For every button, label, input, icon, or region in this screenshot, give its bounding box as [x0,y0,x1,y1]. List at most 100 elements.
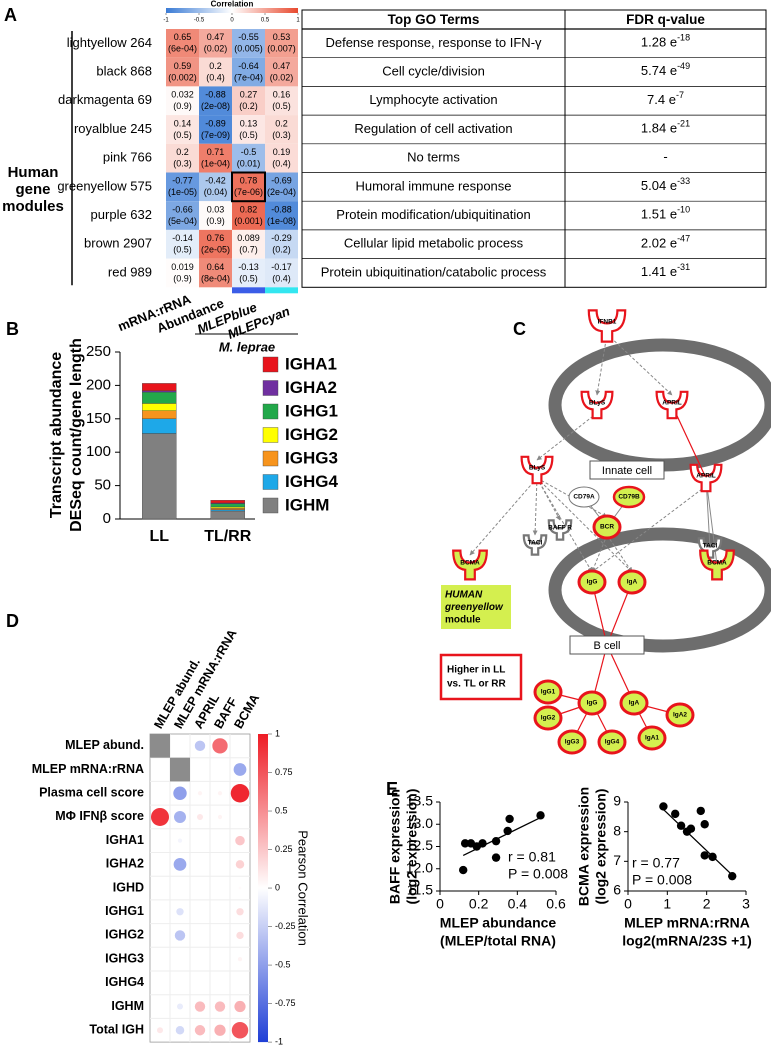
x-tick-label: 0 [624,896,632,912]
panel-label: B [6,319,19,339]
table-frame [301,9,767,288]
colorbar-tick-label: -1 [163,18,169,24]
cell-value: 0.14 [174,118,192,128]
legend-label: vs. TL or RR [447,679,506,690]
cell-p-value: (0.2) [272,245,291,255]
heatmap-cell [232,229,265,259]
cell-p-value: (0.7) [239,245,258,255]
edge [591,485,707,573]
receptor [547,519,573,541]
scatter-point [676,821,686,830]
go-term: No terms [407,150,460,165]
cell-p-value: (2e-05) [201,245,230,255]
heatmap-cell [232,258,265,288]
correlation-circle [177,838,183,843]
node-label: IgG4 [605,739,620,746]
cell-value: 0.47 [207,32,225,42]
correlation-circle [238,886,242,890]
edge [536,412,598,461]
correlation-circle [173,786,187,800]
correlation-circle [214,1001,226,1012]
node-label: IgG2 [541,715,556,722]
protein-node [617,569,647,595]
x-tick-label: LL [149,528,169,545]
cell-value: -0.5 [241,147,257,157]
q-value-exponent: -33 [677,176,690,186]
y-tick-label: 11.5 [407,882,433,898]
cell-value: 0.2 [209,61,222,71]
row-label: IGHG3 [105,951,144,965]
protein-node [592,514,622,540]
colorbar-tick-label: -0.5 [194,18,205,24]
cell-value: 0.2 [176,147,189,157]
cell-p-value: (0.5) [239,273,258,283]
scatter-point [503,826,512,836]
y-tick-label: 200 [86,376,111,393]
scatter-point [728,871,737,881]
panel-label: E [386,779,398,799]
cell-p-value: (5e-04) [168,216,197,226]
colorbar-tick-label: 0 [230,18,234,24]
cell-value: -0.64 [238,61,259,71]
correlation-circle [217,791,223,796]
cell-p-value: (0.005) [234,44,263,54]
bar-segment [210,509,245,512]
colorbar [166,8,298,13]
q-value-exponent: -7 [676,90,684,100]
masked-cell [170,757,190,782]
heatmap-cell [232,143,265,173]
x-tick-label: 0 [436,896,444,912]
cell-p-value: (7e-06) [234,187,263,197]
heatmap-cell [199,258,232,288]
q-value-base: 5.04 e [641,178,677,193]
panel-label: A [4,5,17,25]
row-label: Plasma cell score [39,786,144,800]
cell-p-value: (0.5) [173,130,192,140]
column-bar [232,287,265,294]
q-value-exponent: -21 [677,119,690,129]
cell-p-value: (0.02) [204,44,228,54]
row-label: IGHG2 [105,928,144,942]
correlation-circle [214,1024,226,1036]
table-header: FDR q-value [626,12,705,27]
bar-segment [142,418,177,434]
cell-p-value: (0.4) [272,273,291,283]
heatmap-cell [166,172,199,202]
masked-cell [150,734,170,758]
node-label: BLyS [589,400,606,407]
heatmap-cell [265,143,298,173]
x-axis-title: M. leprae [219,339,275,354]
cell-value: -0.66 [172,204,193,214]
cell-value: 0.27 [240,90,258,100]
y-axis-title: gene [15,181,50,198]
row-label: MLEP mRNA:rRNA [32,762,144,776]
bar-segment [210,510,245,520]
x-axis-title: (MLEP/total RNA) [440,933,556,949]
cell-p-value: (0.9) [173,273,192,283]
bar-segment [210,503,245,508]
colorbar-tick-label: 0.5 [261,18,270,24]
legend-label: greenyellow [444,602,504,613]
legend-label: IGHG1 [285,401,338,420]
q-value-base: 2.02 e [641,236,677,251]
bar-segment [142,383,177,391]
correlation-circle [173,810,187,823]
heatmap-cell [199,229,232,259]
row-label: purple 632 [91,207,152,222]
x-tick-label: 3 [742,896,750,912]
x-tick-label: 0.2 [469,896,489,912]
cell-label-box [589,460,665,480]
heatmap-cell [232,201,265,230]
row-label: royalblue 245 [74,121,152,136]
cell-value: -0.89 [205,118,226,128]
legend-label: IGHG4 [285,472,338,491]
legend-swatch [262,497,279,514]
heatmap-cell [166,86,199,116]
colorbar [258,734,268,1043]
heatmap-cell [166,201,199,230]
q-value: 1.84 e-21 [641,119,690,136]
node-label: CD79A [573,494,595,501]
edge [671,404,707,479]
y-axis-title: (log2 expression) [593,789,609,905]
